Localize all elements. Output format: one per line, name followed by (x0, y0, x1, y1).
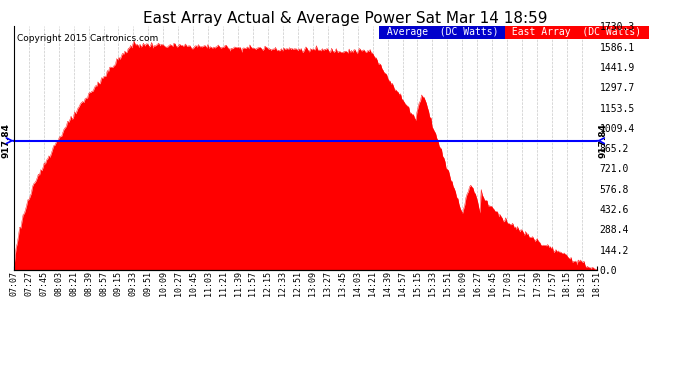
Text: 917.84: 917.84 (598, 123, 607, 158)
Text: East Array  (DC Watts): East Array (DC Watts) (506, 27, 647, 38)
Text: East Array Actual & Average Power Sat Mar 14 18:59: East Array Actual & Average Power Sat Ma… (143, 11, 547, 26)
Text: Copyright 2015 Cartronics.com: Copyright 2015 Cartronics.com (17, 34, 158, 43)
Text: 917.84: 917.84 (2, 123, 11, 158)
Text: Average  (DC Watts): Average (DC Watts) (381, 27, 504, 38)
